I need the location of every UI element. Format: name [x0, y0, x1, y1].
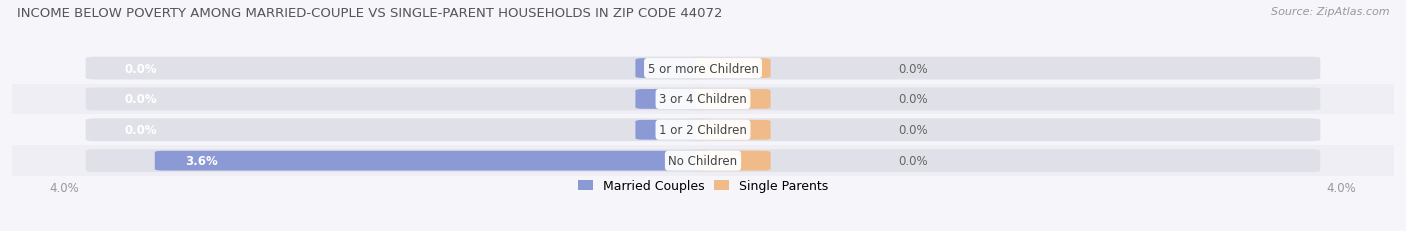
Text: Source: ZipAtlas.com: Source: ZipAtlas.com	[1271, 7, 1389, 17]
Text: 1 or 2 Children: 1 or 2 Children	[659, 124, 747, 137]
Text: INCOME BELOW POVERTY AMONG MARRIED-COUPLE VS SINGLE-PARENT HOUSEHOLDS IN ZIP COD: INCOME BELOW POVERTY AMONG MARRIED-COUPL…	[17, 7, 723, 20]
Text: 0.0%: 0.0%	[898, 62, 928, 75]
FancyBboxPatch shape	[696, 59, 770, 79]
FancyBboxPatch shape	[636, 59, 710, 79]
Text: 3 or 4 Children: 3 or 4 Children	[659, 93, 747, 106]
Text: 0.0%: 0.0%	[898, 155, 928, 167]
Text: 0.0%: 0.0%	[898, 93, 928, 106]
Bar	[13, 115, 1393, 146]
FancyBboxPatch shape	[686, 58, 1320, 80]
FancyBboxPatch shape	[155, 151, 710, 171]
FancyBboxPatch shape	[696, 90, 770, 109]
Text: 4.0%: 4.0%	[1327, 181, 1357, 194]
FancyBboxPatch shape	[696, 151, 770, 171]
Text: 4.0%: 4.0%	[49, 181, 79, 194]
FancyBboxPatch shape	[696, 120, 770, 140]
Bar	[13, 53, 1393, 84]
Text: No Children: No Children	[668, 155, 738, 167]
FancyBboxPatch shape	[686, 88, 1320, 111]
FancyBboxPatch shape	[636, 120, 710, 140]
Text: 5 or more Children: 5 or more Children	[648, 62, 758, 75]
Legend: Married Couples, Single Parents: Married Couples, Single Parents	[578, 179, 828, 192]
FancyBboxPatch shape	[86, 58, 711, 80]
Text: 0.0%: 0.0%	[125, 93, 157, 106]
Text: 0.0%: 0.0%	[898, 124, 928, 137]
FancyBboxPatch shape	[686, 119, 1320, 142]
FancyBboxPatch shape	[636, 90, 710, 109]
Bar	[13, 84, 1393, 115]
Text: 0.0%: 0.0%	[125, 62, 157, 75]
FancyBboxPatch shape	[86, 88, 711, 111]
Text: 0.0%: 0.0%	[125, 124, 157, 137]
FancyBboxPatch shape	[86, 150, 711, 172]
Bar	[13, 146, 1393, 176]
FancyBboxPatch shape	[86, 119, 711, 142]
Text: 3.6%: 3.6%	[184, 155, 218, 167]
FancyBboxPatch shape	[686, 150, 1320, 172]
